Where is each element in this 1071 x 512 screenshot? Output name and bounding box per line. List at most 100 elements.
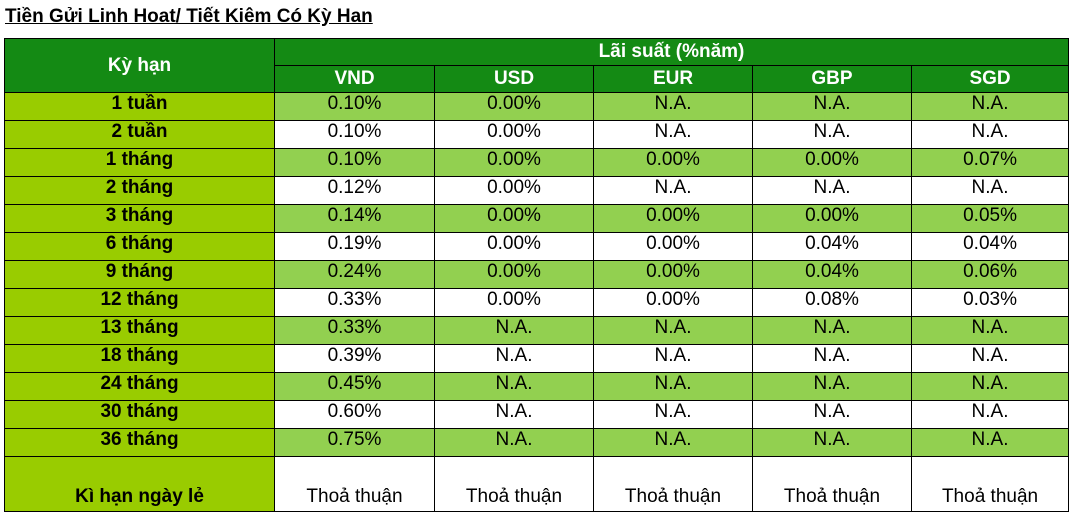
term-cell: 2 tháng: [4, 176, 275, 205]
currency-header: GBP: [752, 65, 912, 93]
rate-cell: 0.04%: [910, 232, 1070, 261]
rate-cell: Thoả thuận: [434, 456, 594, 512]
table-row: 6 tháng 0.19% 0.00% 0.00% 0.04% 0.04%: [4, 232, 1070, 261]
rate-cell: 0.00%: [752, 148, 912, 177]
rate-cell: N.A.: [593, 344, 753, 373]
rate-cell: 0.08%: [752, 288, 912, 317]
term-cell: 30 tháng: [4, 400, 275, 429]
rate-cell: N.A.: [434, 344, 594, 373]
rate-cell: 0.00%: [434, 232, 594, 261]
rate-cell: 0.10%: [274, 148, 435, 177]
term-cell: 3 tháng: [4, 204, 275, 233]
term-cell: 2 tuần: [4, 120, 275, 149]
table-row: 18 tháng 0.39% N.A. N.A. N.A. N.A.: [4, 344, 1070, 373]
rate-cell: N.A.: [434, 400, 594, 429]
rate-cell: 0.03%: [910, 288, 1070, 317]
table-row: 2 tháng 0.12% 0.00% N.A. N.A. N.A.: [4, 176, 1070, 205]
rate-cell: 0.06%: [910, 260, 1070, 289]
rate-cell: 0.12%: [274, 176, 435, 205]
rate-cell: 0.00%: [434, 92, 594, 121]
rate-cell: Thoả thuận: [593, 456, 753, 512]
rate-cell: N.A.: [752, 344, 912, 373]
rate-cell: N.A.: [593, 176, 753, 205]
rate-cell: N.A.: [910, 176, 1070, 205]
rate-header: Lãi suất (%năm): [273, 38, 1070, 66]
rate-cell: 0.00%: [593, 148, 753, 177]
rate-cell: 0.10%: [274, 120, 435, 149]
term-cell: 24 tháng: [4, 372, 275, 401]
term-cell: 13 tháng: [4, 316, 275, 345]
term-cell: 9 tháng: [4, 260, 275, 289]
rate-cell: 0.00%: [593, 204, 753, 233]
rate-cell: N.A.: [434, 316, 594, 345]
rate-cell: N.A.: [752, 120, 912, 149]
currency-header: EUR: [593, 65, 753, 93]
rate-cell: N.A.: [593, 120, 753, 149]
table-row: 12 tháng 0.33% 0.00% 0.00% 0.08% 0.03%: [4, 288, 1070, 317]
table-row: 36 tháng 0.75% N.A. N.A. N.A. N.A.: [4, 428, 1070, 457]
term-cell: 6 tháng: [4, 232, 275, 261]
rate-cell: 0.60%: [274, 400, 435, 429]
rate-cell: 0.00%: [434, 148, 594, 177]
rate-cell: 0.00%: [434, 288, 594, 317]
header-row: Kỳ hạn Lãi suất (%năm): [4, 38, 1070, 93]
term-cell: 1 tuần: [4, 92, 275, 121]
currency-header: SGD: [910, 65, 1070, 93]
rate-cell: 0.00%: [593, 232, 753, 261]
rate-cell: N.A.: [910, 316, 1070, 345]
rate-cell: 0.00%: [434, 120, 594, 149]
currency-header: VND: [274, 65, 435, 93]
table-row: 2 tuần 0.10% 0.00% N.A. N.A. N.A.: [4, 120, 1070, 149]
rate-cell: 0.04%: [752, 232, 912, 261]
rate-cell: 0.19%: [274, 232, 435, 261]
rate-cell: 0.33%: [274, 316, 435, 345]
rate-cell: N.A.: [593, 428, 753, 457]
table-row: 30 tháng 0.60% N.A. N.A. N.A. N.A.: [4, 400, 1070, 429]
rate-cell: 0.07%: [910, 148, 1070, 177]
rate-cell: N.A.: [752, 400, 912, 429]
rate-cell: N.A.: [910, 92, 1070, 121]
rate-cell: 0.00%: [752, 204, 912, 233]
rate-cell: N.A.: [752, 372, 912, 401]
rate-cell: N.A.: [752, 92, 912, 121]
rate-cell: N.A.: [752, 428, 912, 457]
rate-cell: N.A.: [910, 344, 1070, 373]
term-cell: 1 tháng: [4, 148, 275, 177]
rate-cell: 0.00%: [434, 176, 594, 205]
rate-cell: 0.33%: [274, 288, 435, 317]
rate-cell: N.A.: [593, 92, 753, 121]
currency-row: VND USD EUR GBP SGD: [5, 65, 1070, 93]
rate-cell: 0.75%: [274, 428, 435, 457]
table-row: 24 tháng 0.45% N.A. N.A. N.A. N.A.: [4, 372, 1070, 401]
rate-cell: N.A.: [910, 428, 1070, 457]
rate-cell: 0.24%: [274, 260, 435, 289]
rate-cell: 0.00%: [593, 260, 753, 289]
rate-cell: N.A.: [752, 176, 912, 205]
rate-cell: N.A.: [910, 400, 1070, 429]
rate-cell: 0.05%: [910, 204, 1070, 233]
rate-cell: N.A.: [593, 400, 753, 429]
rate-cell: 0.00%: [434, 204, 594, 233]
rate-table: Kỳ hạn Lãi suất (%năm) VND USD EUR GBP SGD 1…: [4, 38, 1070, 512]
rate-cell: 0.45%: [274, 372, 435, 401]
rate-cell: N.A.: [593, 316, 753, 345]
rate-cell: 0.00%: [434, 260, 594, 289]
rate-cell: 0.14%: [274, 204, 435, 233]
rate-cell: N.A.: [593, 372, 753, 401]
table-row: Kì hạn ngày lẻ Thoả thuận Thoả thuận Thoả t…: [4, 456, 1070, 512]
table-row: 3 tháng 0.14% 0.00% 0.00% 0.00% 0.05%: [4, 204, 1070, 233]
currency-header: USD: [434, 65, 594, 93]
table-row: 13 tháng 0.33% N.A. N.A. N.A. N.A.: [4, 316, 1070, 345]
table-row: 9 tháng 0.24% 0.00% 0.00% 0.04% 0.06%: [4, 260, 1070, 289]
term-header: Kỳ hạn: [4, 38, 275, 93]
term-cell: 18 tháng: [4, 344, 275, 373]
rate-cell: N.A.: [910, 372, 1070, 401]
table-row: 1 tuần 0.10% 0.00% N.A. N.A. N.A.: [4, 92, 1070, 121]
rate-cell: 0.00%: [593, 288, 753, 317]
rate-cell: 0.10%: [274, 92, 435, 121]
rate-cell: Thoả thuận: [274, 456, 435, 512]
term-cell: Kì hạn ngày lẻ: [4, 456, 275, 512]
rate-cell: Thoả thuận: [910, 456, 1070, 512]
rate-cell: N.A.: [752, 316, 912, 345]
